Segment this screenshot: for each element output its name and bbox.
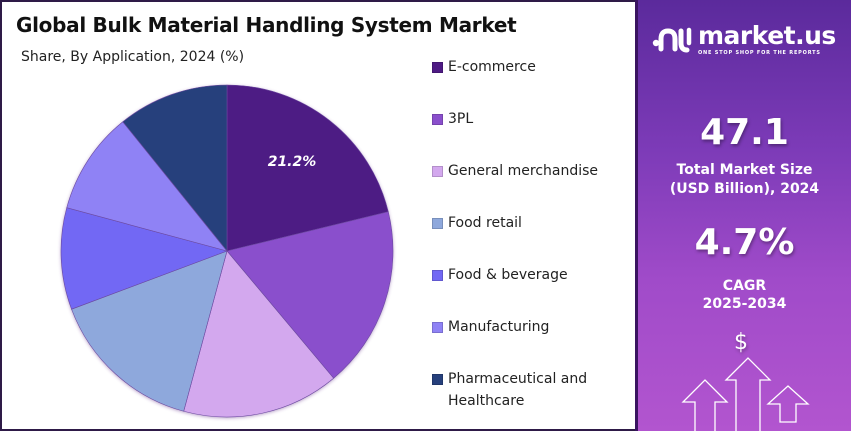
dollar-icon: $: [734, 330, 748, 355]
cagr-value: 4.7%: [694, 222, 795, 263]
legend-item-e-commerce: E-commerce: [432, 56, 623, 78]
summary-panel: market.us ONE STOP SHOP FOR THE REPORTS …: [635, 0, 851, 431]
pie-chart: 21.2%: [60, 84, 394, 418]
chart-subtitle: Share, By Application, 2024 (%): [21, 49, 245, 65]
legend-swatch: [432, 218, 443, 229]
slice-label-e-commerce: 21.2%: [268, 154, 317, 170]
brand-tagline: ONE STOP SHOP FOR THE REPORTS: [698, 50, 821, 56]
market-size-value: 47.1: [700, 112, 789, 153]
legend-item-manufacturing: Manufacturing: [432, 316, 623, 338]
legend-item-pharmaceutical-healthcare: Pharmaceutical and Healthcare: [432, 368, 623, 412]
cagr-label-line2: 2025-2034: [702, 296, 787, 312]
legend-swatch: [432, 114, 443, 125]
legend-swatch: [432, 166, 443, 177]
legend-swatch: [432, 322, 443, 333]
pie-slice-pharmaceutical-and-healthcare: [122, 84, 228, 252]
pie-slice-food-beverage: [60, 207, 228, 310]
chart-title: Global Bulk Material Handling System Mar…: [16, 13, 517, 37]
pie-slice-manufacturing: [66, 121, 228, 252]
brand-logo: market.us ONE STOP SHOP FOR THE REPORTS: [652, 21, 836, 56]
legend-label: E-commerce: [448, 59, 536, 75]
legend-item-food-retail: Food retail: [432, 212, 623, 234]
pie-slice-3pl: [226, 211, 394, 379]
growth-arrows-icon: [681, 357, 810, 431]
legend-label: 3PL: [448, 111, 474, 127]
legend-label: Food retail: [448, 215, 522, 231]
market-size-label-line2: (USD Billion), 2024: [669, 181, 820, 197]
legend-item-general-merchandise: General merchandise: [432, 160, 623, 182]
legend-item-3pl: 3PL: [432, 108, 623, 130]
legend-swatch: [432, 62, 443, 73]
pie-slice-e-commerce: [226, 84, 389, 252]
pie-slice-food-retail: [71, 250, 228, 412]
market-us-logo-icon: [652, 27, 692, 53]
legend-label: Pharmaceutical and Healthcare: [448, 371, 588, 409]
market-size-label-line1: Total Market Size: [676, 162, 813, 178]
pie-slice-general-merchandise: [183, 250, 335, 418]
brand-name: market.us: [698, 21, 836, 50]
legend-swatch: [432, 374, 443, 385]
legend-label: Manufacturing: [448, 319, 550, 335]
cagr-label-line1: CAGR: [722, 278, 767, 294]
legend-item-food-beverage: Food & beverage: [432, 264, 623, 286]
legend-label: Food & beverage: [448, 267, 568, 283]
legend-label: General merchandise: [448, 163, 599, 179]
legend-swatch: [432, 270, 443, 281]
